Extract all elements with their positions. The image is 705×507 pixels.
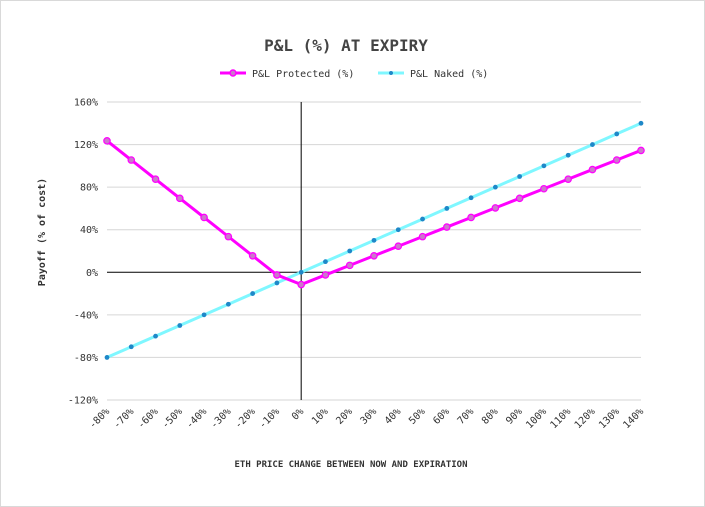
x-tick-label: 50%	[407, 406, 428, 427]
data-point-naked	[104, 355, 110, 360]
data-point-naked	[153, 333, 158, 339]
data-point-naked	[347, 248, 353, 254]
data-point-protected	[200, 213, 208, 222]
x-tick-label: 120%	[573, 406, 598, 431]
legend-item-naked: P&L Naked (%)	[378, 69, 488, 80]
data-point-protected	[612, 156, 621, 164]
x-tick-label: 60%	[431, 406, 452, 427]
x-tick-label: 130%	[597, 406, 622, 431]
data-point-protected	[151, 175, 160, 183]
x-tick-label: -60%	[136, 406, 161, 431]
x-tick-label: -30%	[209, 406, 234, 431]
data-point-protected	[418, 232, 427, 241]
data-point-naked	[323, 259, 328, 265]
y-tick-label: 160%	[74, 98, 98, 109]
series-line-protected	[106, 139, 642, 287]
data-point-protected	[370, 251, 378, 260]
data-point-naked	[298, 269, 304, 275]
data-point-protected	[467, 213, 475, 222]
y-tick-label: -40%	[74, 310, 98, 321]
x-tick-label: -20%	[233, 406, 258, 431]
data-point-protected	[564, 175, 572, 183]
x-tick-label: 140%	[621, 406, 646, 431]
data-point-naked	[492, 184, 498, 190]
data-point-naked	[395, 227, 401, 233]
axes	[107, 102, 641, 400]
x-tick-label: 10%	[310, 406, 331, 427]
x-tick-label: 40%	[383, 406, 404, 427]
data-point-protected	[588, 165, 597, 174]
x-tick-label: 30%	[359, 406, 380, 427]
y-tick-label: -80%	[74, 353, 98, 364]
data-point-protected	[394, 242, 403, 251]
data-point-naked	[250, 291, 256, 296]
data-point-naked	[590, 142, 595, 147]
legend: P&L Protected (%) P&L Naked (%)	[220, 69, 488, 80]
data-point-protected	[345, 261, 354, 270]
legend-naked-label: P&L Naked (%)	[410, 69, 488, 80]
data-point-protected	[491, 204, 500, 212]
data-point-protected	[248, 251, 257, 260]
grid	[107, 101, 641, 401]
data-point-protected	[127, 156, 136, 164]
data-point-naked	[444, 206, 450, 211]
legend-protected-label: P&L Protected (%)	[252, 69, 354, 80]
x-tick-labels: -80% -70% -60% -50% -40% -30% -20% -10% 0% 10% 20%…	[87, 406, 646, 431]
x-tick-label: -50%	[160, 406, 185, 431]
x-tick-label: 100%	[524, 406, 549, 431]
data-point-protected	[540, 184, 548, 193]
y-tick-label: 80%	[80, 183, 98, 194]
data-point-protected	[321, 271, 330, 279]
data-point-naked	[614, 131, 620, 137]
data-point-naked	[541, 163, 547, 169]
chart-title: P&L (%) AT EXPIRY	[264, 36, 428, 55]
data-point-protected	[297, 280, 305, 289]
x-tick-label: 20%	[334, 406, 355, 427]
series-points	[103, 120, 645, 360]
y-tick-label: 0%	[86, 268, 98, 279]
x-tick-label: 0%	[290, 406, 306, 422]
data-point-protected	[273, 271, 281, 279]
y-tick-label: 40%	[80, 225, 98, 236]
data-point-naked	[565, 152, 571, 158]
data-point-naked	[517, 174, 523, 179]
legend-item-protected: P&L Protected (%)	[220, 69, 354, 80]
data-point-protected	[515, 194, 524, 203]
data-point-protected	[637, 146, 645, 155]
data-point-naked	[420, 216, 425, 222]
x-tick-label: -70%	[112, 406, 137, 431]
data-point-protected	[224, 232, 233, 241]
data-point-naked	[371, 237, 377, 243]
y-tick-label: 120%	[74, 140, 98, 151]
data-point-naked	[638, 120, 644, 126]
data-point-protected	[176, 194, 184, 203]
data-point-naked	[225, 301, 231, 307]
data-point-naked	[274, 280, 280, 286]
data-point-protected	[443, 223, 451, 231]
x-tick-label: -40%	[184, 406, 209, 431]
x-tick-label: -10%	[257, 406, 282, 431]
x-axis-label: ETH PRICE CHANGE BETWEEN NOW AND EXPIRAT…	[235, 460, 468, 470]
data-point-protected	[103, 137, 111, 145]
y-axis-label: Payoff (% of cost)	[37, 178, 48, 286]
legend-protected-marker	[229, 69, 237, 77]
x-tick-label: 110%	[548, 406, 573, 431]
data-point-naked	[468, 195, 474, 201]
x-tick-label: -80%	[87, 406, 112, 431]
data-point-naked	[201, 312, 207, 318]
x-tick-label: 80%	[480, 406, 501, 427]
y-tick-label: -120%	[68, 396, 98, 407]
data-point-naked	[177, 323, 183, 328]
data-point-naked	[128, 344, 134, 350]
x-tick-label: 90%	[504, 406, 525, 427]
x-tick-label: 70%	[456, 406, 477, 427]
y-tick-labels: -120% -80% -40% 0% 40% 80% 120% 160%	[68, 98, 98, 407]
legend-naked-marker	[389, 71, 393, 75]
